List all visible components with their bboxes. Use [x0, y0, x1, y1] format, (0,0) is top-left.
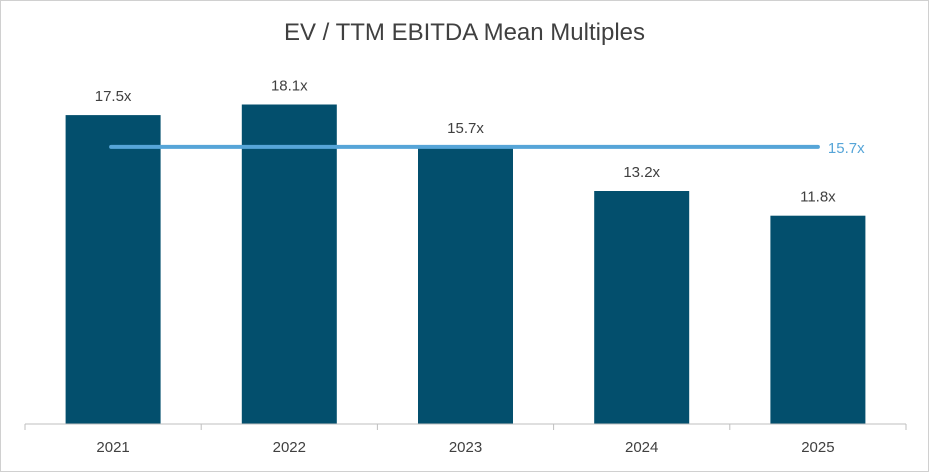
bar-value-label-2024: 13.2x: [623, 164, 660, 181]
bar-2024: [594, 191, 690, 424]
bar-2021: [65, 115, 161, 424]
chart-title: EV / TTM EBITDA Mean Multiples: [284, 19, 645, 46]
x-tick-label-2025: 2025: [801, 439, 834, 456]
bar-value-label-2025: 11.8x: [800, 189, 836, 206]
bar-2023: [418, 146, 513, 424]
x-tick-label-2021: 2021: [96, 439, 129, 456]
bar-value-label-2021: 17.5x: [95, 88, 132, 105]
bar-2025: [770, 215, 866, 424]
bar-value-label-2022: 18.1x: [271, 78, 308, 95]
x-tick-label-2024: 2024: [625, 439, 658, 456]
bar-2022: [241, 104, 337, 424]
x-tick-label-2022: 2022: [273, 439, 306, 456]
average-line-label: 15.7x: [828, 140, 865, 157]
x-tick-label-2023: 2023: [449, 439, 482, 456]
bar-value-label-2023: 15.7x: [447, 120, 484, 137]
